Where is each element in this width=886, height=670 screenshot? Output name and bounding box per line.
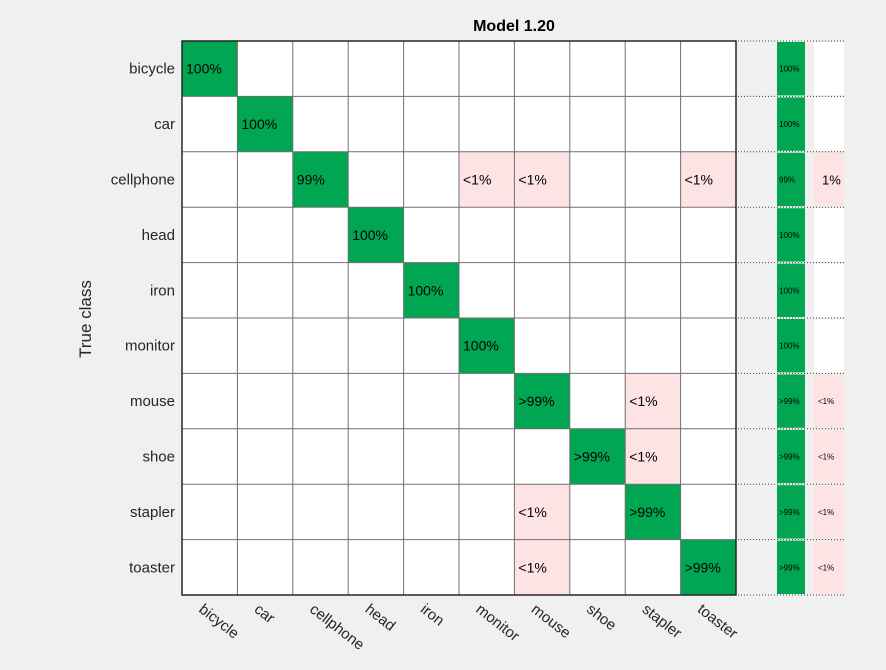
fnr-value: <1%	[818, 453, 834, 462]
tpr-cell	[777, 97, 805, 151]
tpr-value: 100%	[779, 231, 799, 240]
cell-value: 100%	[186, 61, 222, 77]
fnr-cell	[814, 97, 844, 151]
fnr-cell	[814, 319, 844, 373]
x-tick-label: mouse	[528, 601, 574, 642]
chart-title: Model 1.20	[473, 18, 555, 35]
x-tick-label: iron	[417, 601, 447, 630]
tpr-cell	[777, 374, 805, 428]
x-tick-label: cellphone	[306, 601, 367, 654]
fnr-cell	[814, 540, 844, 594]
x-tick-label: bicycle	[196, 601, 243, 643]
tpr-value: 100%	[779, 65, 799, 74]
cell-value: 100%	[352, 227, 388, 243]
cell-error	[625, 428, 681, 485]
matrix-grid	[181, 40, 737, 596]
cell-correct	[403, 262, 459, 318]
cell-correct	[348, 207, 404, 263]
tpr-cell	[777, 152, 805, 207]
tpr-value: 99%	[779, 176, 795, 185]
fnr-cell	[814, 263, 844, 317]
tpr-cell	[777, 429, 805, 484]
cell-value: >99%	[574, 449, 610, 465]
y-tick-label: head	[142, 227, 175, 244]
fnr-cell	[814, 152, 844, 207]
x-tick-label: stapler	[639, 601, 685, 642]
tpr-value: 100%	[779, 342, 799, 351]
cell-value: <1%	[685, 172, 713, 188]
fnr-value: <1%	[818, 508, 834, 517]
y-tick-label: car	[154, 116, 175, 133]
cell-value: <1%	[518, 504, 546, 520]
cell-correct	[182, 41, 238, 97]
cell-value: 100%	[463, 338, 499, 354]
y-tick-label: monitor	[125, 338, 175, 355]
y-tick-label: cellphone	[111, 172, 175, 189]
fnr-cell	[814, 42, 844, 96]
cell-correct	[569, 428, 626, 485]
x-tick-label: toaster	[694, 601, 741, 643]
y-tick-label: mouse	[130, 393, 175, 410]
fnr-cell	[814, 208, 844, 262]
cell-value: <1%	[629, 393, 657, 409]
cell-error	[514, 484, 570, 540]
cell-value: 99%	[297, 172, 325, 188]
cell-error	[625, 373, 681, 429]
cell-error	[514, 151, 570, 208]
y-tick-label: bicycle	[129, 61, 175, 78]
tpr-value: >99%	[779, 397, 800, 406]
tpr-value: 100%	[779, 120, 799, 129]
tpr-cell	[777, 485, 805, 539]
tpr-cell	[777, 263, 805, 317]
tpr-cell	[777, 319, 805, 373]
tpr-cell	[777, 42, 805, 96]
summary-columns: 100% 100% 99% 1% 100% 100% 100% >99% <1% >99% <1% >…	[738, 40, 844, 596]
cell-correct	[680, 539, 736, 595]
y-axis-label: True class	[76, 280, 95, 358]
y-tick-label: iron	[150, 282, 175, 299]
matrix-border	[181, 40, 737, 596]
cell-value: >99%	[685, 559, 721, 575]
cell-correct	[514, 373, 570, 429]
tpr-cell	[777, 208, 805, 262]
y-tick-label: stapler	[130, 504, 175, 521]
cell-value: >99%	[518, 393, 554, 409]
cell-value: <1%	[518, 559, 546, 575]
cell-correct	[292, 151, 349, 208]
tpr-value: 100%	[779, 286, 799, 295]
cell-value: 100%	[408, 282, 444, 298]
tpr-value: >99%	[779, 508, 800, 517]
cell-error	[514, 539, 570, 595]
fnr-cell	[814, 485, 844, 539]
cell-correct	[237, 96, 293, 152]
fnr-cell	[814, 374, 844, 428]
fnr-value: <1%	[818, 397, 834, 406]
y-tick-labels: bicycle car cellphone head iron monitor mouse s…	[111, 61, 175, 577]
x-tick-label: head	[362, 601, 399, 635]
y-tick-label: shoe	[142, 449, 175, 466]
cell-error	[680, 151, 736, 208]
tpr-value: >99%	[779, 563, 800, 572]
fnr-value: <1%	[818, 563, 834, 572]
x-tick-label: shoe	[583, 601, 619, 634]
x-tick-label: monitor	[473, 601, 523, 645]
cell-value: <1%	[518, 172, 546, 188]
cell-value: <1%	[629, 449, 657, 465]
cell-value: 100%	[241, 116, 277, 132]
cell-value: >99%	[629, 504, 665, 520]
cell-error	[459, 151, 515, 208]
cell-correct	[459, 318, 515, 374]
fnr-cell	[814, 429, 844, 484]
tpr-value: >99%	[779, 453, 800, 462]
cell-correct	[625, 484, 681, 540]
x-tick-label: car	[251, 601, 278, 627]
y-tick-label: toaster	[129, 559, 175, 576]
fnr-value: 1%	[822, 173, 841, 188]
cell-value: <1%	[463, 172, 491, 188]
tpr-cell	[777, 540, 805, 594]
